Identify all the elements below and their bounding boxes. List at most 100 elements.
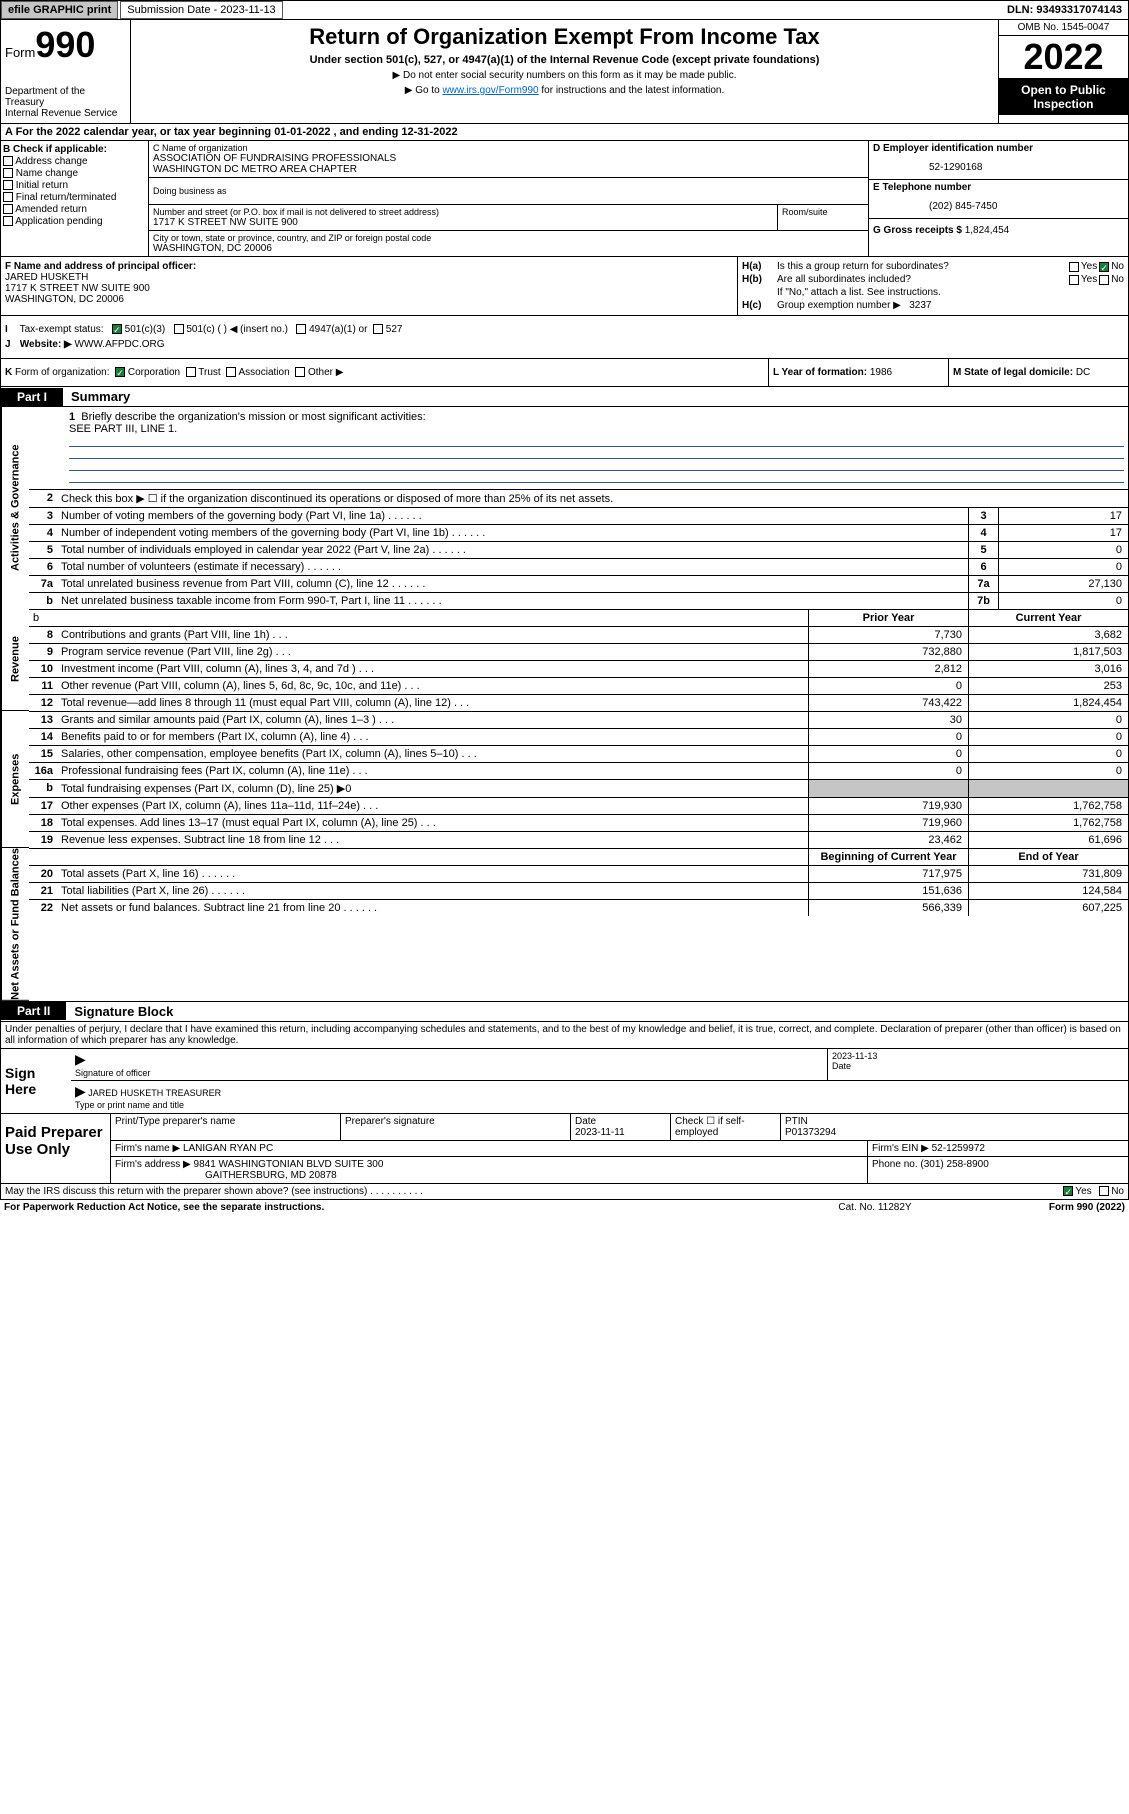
form-header: Form990 Department of the Treasury Inter… xyxy=(0,20,1129,124)
dba-block: Doing business as xyxy=(149,178,868,205)
discuss-no[interactable] xyxy=(1099,1186,1109,1196)
form-prefix: Form xyxy=(5,45,35,60)
cb-pending[interactable]: Application pending xyxy=(3,216,146,227)
exp-section: Expenses 13Grants and similar amounts pa… xyxy=(1,711,1128,848)
header-mid: Return of Organization Exempt From Incom… xyxy=(131,20,998,123)
form-number: 990 xyxy=(35,24,95,65)
note-goto: ▶ Go to www.irs.gov/Form990 for instruct… xyxy=(135,85,994,96)
rev-row: 11Other revenue (Part VIII, column (A), … xyxy=(29,677,1128,694)
col-d: D Employer identification number 52-1290… xyxy=(868,141,1128,256)
hb-yes[interactable] xyxy=(1069,275,1079,285)
prep-ptin: PTINP01373294 xyxy=(781,1114,1128,1140)
form-subtitle: Under section 501(c), 527, or 4947(a)(1)… xyxy=(135,54,994,66)
firm-phone: Phone no. (301) 258-8900 xyxy=(868,1157,1128,1183)
preparer-right: Print/Type preparer's name Preparer's si… xyxy=(111,1114,1128,1183)
net-vlabel: Net Assets or Fund Balances xyxy=(1,848,29,1001)
exp-row: 17Other expenses (Part IX, column (A), l… xyxy=(29,797,1128,814)
net-section: Net Assets or Fund Balances Beginning of… xyxy=(1,848,1128,1001)
cb-name[interactable]: Name change xyxy=(3,168,146,179)
prior-year-hdr: Prior Year xyxy=(808,610,968,626)
gov-row: 4Number of independent voting members of… xyxy=(29,524,1128,541)
room-label: Room/suite xyxy=(782,207,864,217)
sig-declaration: Under penalties of perjury, I declare th… xyxy=(0,1022,1129,1049)
line-i: I Tax-exempt status: 501(c)(3) 501(c) ( … xyxy=(5,324,1124,335)
net-content: Beginning of Current Year End of Year 20… xyxy=(29,848,1128,1001)
part2-tab: Part II xyxy=(1,1002,66,1020)
goto-pre: ▶ Go to xyxy=(405,85,443,96)
cat-no: Cat. No. 11282Y xyxy=(775,1202,975,1213)
street-block: Number and street (or P.O. box if mail i… xyxy=(149,205,778,231)
current-year-hdr: Current Year xyxy=(968,610,1128,626)
exp-row: 19Revenue less expenses. Subtract line 1… xyxy=(29,831,1128,848)
prep-date: Date2023-11-11 xyxy=(571,1114,671,1140)
cb-address[interactable]: Address change xyxy=(3,156,146,167)
exp-row: 15Salaries, other compensation, employee… xyxy=(29,745,1128,762)
tax-year: 2022 xyxy=(999,36,1128,79)
form-title: Return of Organization Exempt From Incom… xyxy=(135,24,994,50)
rev-header: b Prior Year Current Year xyxy=(29,609,1128,626)
street-label: Number and street (or P.O. box if mail i… xyxy=(153,207,773,217)
hb-label: H(b) xyxy=(742,274,777,285)
cb-527[interactable] xyxy=(373,324,383,334)
cb-corp[interactable] xyxy=(115,367,125,377)
exp-row: 16aProfessional fundraising fees (Part I… xyxy=(29,762,1128,779)
irs-link[interactable]: www.irs.gov/Form990 xyxy=(442,85,538,96)
hc-text: Group exemption number ▶ 3237 xyxy=(777,300,1124,311)
rev-row: 8Contributions and grants (Part VIII, li… xyxy=(29,626,1128,643)
hb-no[interactable] xyxy=(1099,275,1109,285)
col-b: B Check if applicable: Address change Na… xyxy=(1,141,149,256)
rev-row: 10Investment income (Part VIII, column (… xyxy=(29,660,1128,677)
city-block: City or town, state or province, country… xyxy=(149,231,868,256)
ein-label: D Employer identification number xyxy=(869,141,1128,156)
sig-date: 2023-11-13 Date xyxy=(828,1049,1128,1080)
cb-501c3[interactable] xyxy=(112,324,122,334)
section-ij: I Tax-exempt status: 501(c)(3) 501(c) ( … xyxy=(0,316,1129,359)
cb-initial[interactable]: Initial return xyxy=(3,180,146,191)
efile-button[interactable]: efile GRAPHIC print xyxy=(1,1,118,19)
part1-title: Summary xyxy=(63,387,138,406)
section-bc: B Check if applicable: Address change Na… xyxy=(0,141,1129,257)
ha-text: Is this a group return for subordinates? xyxy=(777,261,1063,272)
phone-value: (202) 845-7450 xyxy=(869,195,1128,219)
officer-addr1: 1717 K STREET NW SUITE 900 xyxy=(5,283,733,294)
section-fh: F Name and address of principal officer:… xyxy=(0,257,1129,316)
firm-name: Firm's name ▶ LANIGAN RYAN PC xyxy=(111,1141,868,1156)
part1-tab: Part I xyxy=(1,388,63,406)
footer: For Paperwork Reduction Act Notice, see … xyxy=(0,1200,1129,1215)
cb-final[interactable]: Final return/terminated xyxy=(3,192,146,203)
irs: Internal Revenue Service xyxy=(5,108,126,119)
dba-label: Doing business as xyxy=(153,186,864,196)
preparer-label: Paid Preparer Use Only xyxy=(1,1114,111,1183)
org-name-block: C Name of organization ASSOCIATION OF FU… xyxy=(149,141,868,178)
gov-row: 6Total number of volunteers (estimate if… xyxy=(29,558,1128,575)
ha-no[interactable] xyxy=(1099,262,1109,272)
part1-body: Activities & Governance 1 Briefly descri… xyxy=(0,407,1129,1002)
line-l: L Year of formation: 1986 xyxy=(768,359,948,386)
col-h: H(a) Is this a group return for subordin… xyxy=(738,257,1128,315)
officer-name: JARED HUSKETH xyxy=(5,272,733,283)
line-j: J Website: ▶ WWW.AFPDC.ORG xyxy=(5,339,1124,350)
exp-row: 18Total expenses. Add lines 13–17 (must … xyxy=(29,814,1128,831)
gross-receipts: G Gross receipts $ 1,824,454 xyxy=(869,219,1128,242)
cb-501c[interactable] xyxy=(174,324,184,334)
officer-addr2: WASHINGTON, DC 20006 xyxy=(5,294,733,305)
dept: Department of the Treasury xyxy=(5,86,126,108)
cb-amended[interactable]: Amended return xyxy=(3,204,146,215)
gov-vlabel: Activities & Governance xyxy=(1,407,29,609)
cb-4947[interactable] xyxy=(296,324,306,334)
hb-text: Are all subordinates included? xyxy=(777,274,1063,285)
cb-assoc[interactable] xyxy=(226,367,236,377)
exp-content: 13Grants and similar amounts paid (Part … xyxy=(29,711,1128,848)
discuss-row: May the IRS discuss this return with the… xyxy=(0,1184,1129,1200)
end-year-hdr: End of Year xyxy=(968,849,1128,865)
ha-yes[interactable] xyxy=(1069,262,1079,272)
discuss-yes[interactable] xyxy=(1063,1186,1073,1196)
cb-other[interactable] xyxy=(295,367,305,377)
sign-right: ▶ Signature of officer 2023-11-13 Date ▶… xyxy=(71,1049,1128,1113)
line-m: M State of legal domicile: DC xyxy=(948,359,1128,386)
gov-row: 2Check this box ▶ ☐ if the organization … xyxy=(29,489,1128,507)
rev-vlabel: Revenue xyxy=(1,609,29,711)
preparer-block: Paid Preparer Use Only Print/Type prepar… xyxy=(0,1114,1129,1184)
cb-trust[interactable] xyxy=(186,367,196,377)
net-row: 21Total liabilities (Part X, line 26)151… xyxy=(29,882,1128,899)
